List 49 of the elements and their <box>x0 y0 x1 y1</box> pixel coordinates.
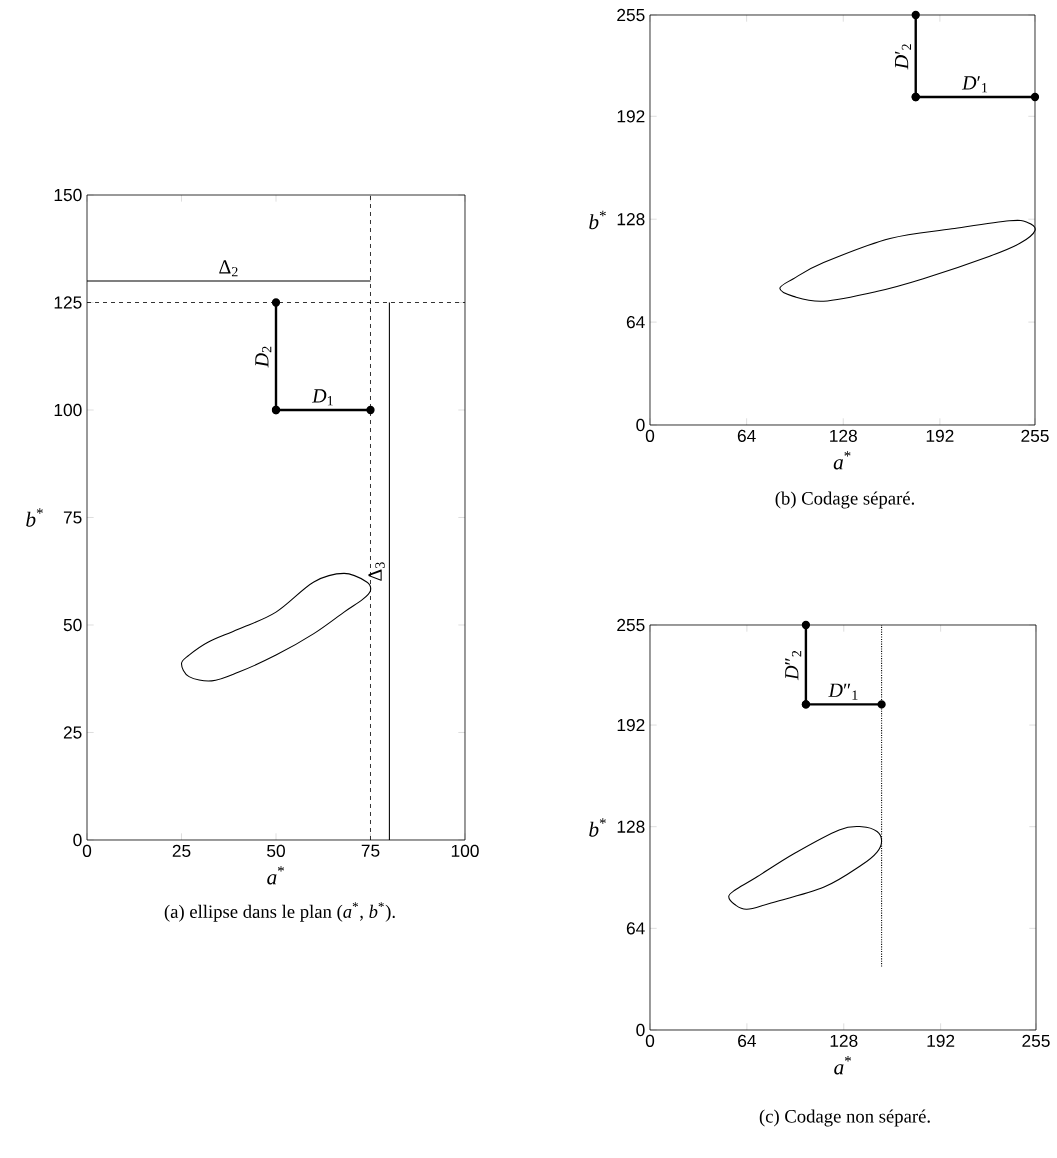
y-tick-label: 128 <box>617 213 645 226</box>
y-axis-title: b$^{*}$ <box>589 818 606 837</box>
y-tick-label: 128 <box>617 820 645 833</box>
y-tick-label: 64 <box>626 315 645 329</box>
y-axis-title: b$^{*}$ <box>26 508 43 527</box>
text: D$_{2}$ <box>255 346 272 368</box>
y-tick-label: 192 <box>617 718 645 732</box>
x-tick-label: 128 <box>830 429 857 442</box>
x-tick-label: 75 <box>361 844 380 857</box>
y-tick-label: 25 <box>63 726 82 739</box>
y-axis-title: b$^{*}$ <box>589 210 606 230</box>
x-tick-label: 25 <box>172 844 191 857</box>
text: (a) ellipse dans le plan (a$^{*}$, b$^{*}$). <box>164 902 395 922</box>
y-tick-label: 64 <box>626 922 645 935</box>
text: D″$_{2}$ <box>785 650 802 681</box>
text: (b) Codage séparé. <box>775 491 914 509</box>
x-tick-label: 50 <box>267 844 285 857</box>
y-tick-label: 0 <box>636 418 645 432</box>
x-axis-title: a$^{*}$ <box>834 1056 852 1075</box>
y-tick-label: 192 <box>617 110 645 123</box>
text: Δ$_{3}$ <box>368 562 385 581</box>
y-tick-label: 75 <box>63 511 82 524</box>
y-tick-label: 255 <box>617 8 645 22</box>
x-tick-label: 64 <box>738 1034 757 1047</box>
x-axis-title: a$^{*}$ <box>267 866 285 885</box>
series-label: D″$_{1}$ <box>828 683 858 700</box>
text: D′$_{2}$ <box>895 44 912 70</box>
x-tick-label: 255 <box>1022 1034 1050 1047</box>
y-tick-label: 50 <box>63 618 82 632</box>
x-tick-label: 64 <box>737 429 756 442</box>
x-tick-label: 255 <box>1021 429 1049 442</box>
x-tick-label: 192 <box>926 429 954 442</box>
text: (c) Codage non séparé. <box>759 1109 930 1127</box>
x-tick-label: 128 <box>830 1034 858 1047</box>
y-tick-label: 0 <box>636 1023 645 1037</box>
x-tick-label: 0 <box>82 844 92 857</box>
y-tick-label: 255 <box>617 618 645 632</box>
series-label: Δ$_{2}$ <box>219 260 238 277</box>
x-tick-label: 0 <box>645 1034 655 1047</box>
y-tick-label: 150 <box>54 188 82 202</box>
y-tick-label: 100 <box>54 403 82 417</box>
series-label: D′$_{1}$ <box>961 76 988 93</box>
y-tick-label: 0 <box>73 833 82 847</box>
y-tick-label: 125 <box>54 296 82 309</box>
x-axis-title: a$^{*}$ <box>833 451 851 470</box>
series-label: D$_{1}$ <box>311 389 333 406</box>
x-tick-label: 192 <box>927 1034 955 1047</box>
x-tick-label: 100 <box>451 844 479 857</box>
x-tick-label: 0 <box>645 429 655 442</box>
